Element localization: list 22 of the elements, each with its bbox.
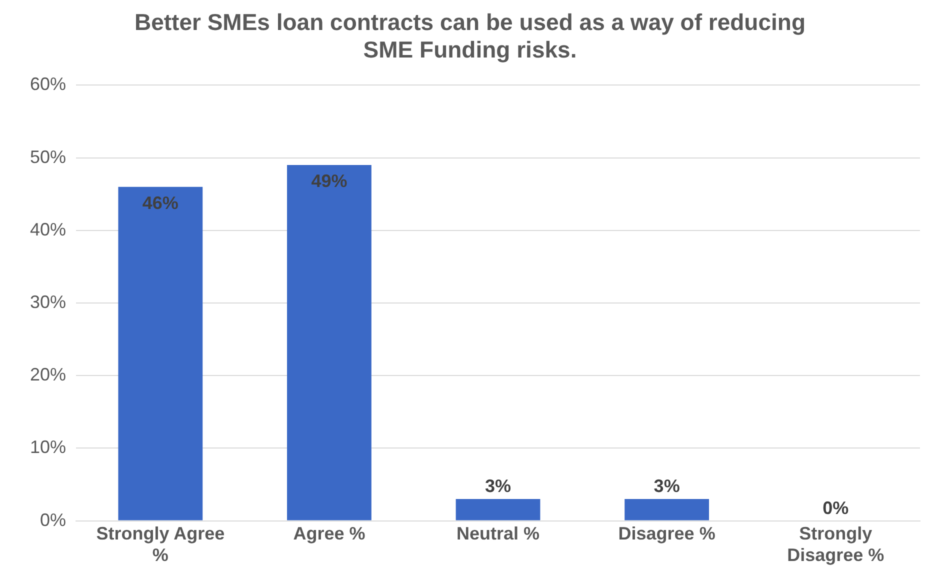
- data-label: 46%: [142, 192, 178, 213]
- data-label: 3%: [654, 476, 680, 496]
- bar: [287, 165, 372, 520]
- y-tick-label: 10%: [30, 437, 66, 458]
- x-tick-label: Disagree %: [618, 524, 716, 544]
- data-label: 0%: [822, 498, 849, 518]
- data-label: 49%: [311, 171, 348, 192]
- y-tick-label: 20%: [30, 364, 66, 385]
- x-tick-label: Strongly Agree %: [96, 524, 225, 566]
- bar: [456, 499, 540, 520]
- chart-title: Better SMEs loan contracts can be used as a way of reducing SME Funding risks.: [134, 9, 806, 63]
- bar: [624, 499, 710, 520]
- bar: [118, 186, 203, 520]
- x-tick-label: Strongly Disagree %: [787, 524, 884, 566]
- y-tick-label: 50%: [30, 146, 66, 167]
- x-tick-label: Neutral %: [456, 524, 540, 544]
- y-tick-label: 30%: [30, 292, 66, 312]
- y-tick-label: 60%: [30, 74, 66, 94]
- y-tick-label: 0%: [40, 510, 66, 530]
- y-tick-label: 40%: [30, 219, 66, 240]
- data-label: 3%: [485, 476, 512, 496]
- x-tick-label: Agree %: [293, 524, 366, 544]
